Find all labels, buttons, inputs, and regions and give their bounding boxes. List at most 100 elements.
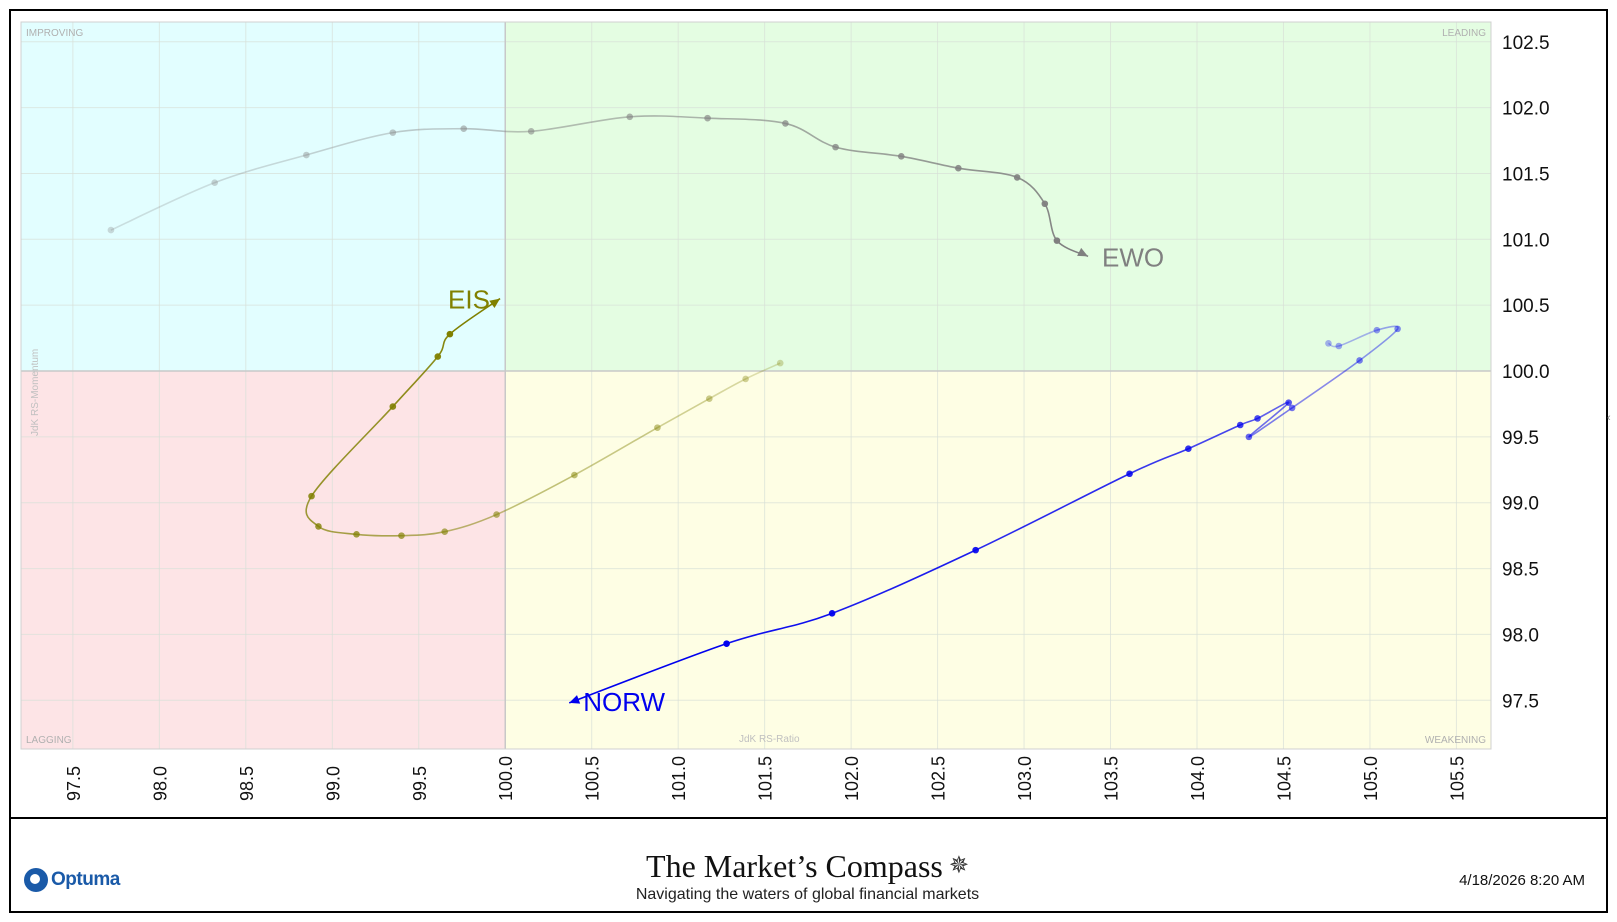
ewo-tail-segment <box>531 116 630 133</box>
ewo-point[interactable] <box>527 128 535 135</box>
norw-tail-segment <box>1328 342 1340 348</box>
norw-point[interactable] <box>1288 404 1296 412</box>
norw-point[interactable] <box>828 610 836 617</box>
norw-point[interactable] <box>1185 445 1192 453</box>
x-tick-label: 99.5 <box>410 766 430 801</box>
x-tick-label: 97.5 <box>64 766 84 801</box>
y-tick-label: 99.0 <box>1502 494 1539 515</box>
ewo-point[interactable] <box>1053 237 1061 244</box>
eis-point[interactable] <box>389 403 397 410</box>
norw-point[interactable] <box>1285 399 1292 406</box>
ewo-point[interactable] <box>1041 200 1049 208</box>
compass-rose-icon: ✵ <box>948 853 969 879</box>
eis-point[interactable] <box>706 395 713 402</box>
ewo-point[interactable] <box>1013 174 1021 181</box>
ewo-tail-segment <box>463 127 532 133</box>
ewo-tail-segment <box>392 127 464 134</box>
quadrant-label-weakening: WEAKENING <box>1425 735 1486 746</box>
norw-point[interactable] <box>1236 421 1244 429</box>
eis-tail-segment <box>356 533 402 537</box>
norw-tail-segment <box>1338 329 1378 347</box>
eis-point[interactable] <box>776 359 784 367</box>
ewo-tail-segment <box>835 146 902 158</box>
ewo-tail-segment <box>306 131 393 156</box>
eis-point[interactable] <box>742 375 749 383</box>
x-tick-label: 98.0 <box>150 766 170 801</box>
norw-tail-segment <box>726 612 833 645</box>
eis-point[interactable] <box>398 532 405 539</box>
eis-point[interactable] <box>353 531 360 538</box>
ewo-point[interactable] <box>955 164 962 172</box>
quadrant-label-improving: IMPROVING <box>26 28 83 39</box>
ewo-point[interactable] <box>626 113 634 121</box>
x-tick-label: 99.0 <box>323 766 343 801</box>
quadrant-weakening <box>505 371 1491 749</box>
quadrant-label-lagging: LAGGING <box>26 735 72 746</box>
eis-tail-segment <box>401 530 445 537</box>
norw-point[interactable] <box>1335 342 1343 350</box>
y-tick-label: 101.5 <box>1502 164 1550 185</box>
ewo-point[interactable] <box>704 114 711 122</box>
eis-arrowhead[interactable] <box>489 298 501 309</box>
eis-point[interactable] <box>446 330 454 338</box>
norw-point[interactable] <box>1254 415 1261 422</box>
norw-label: NORW <box>583 687 665 717</box>
norw-point[interactable] <box>1356 357 1363 364</box>
x-tick-label: 100.0 <box>496 756 516 801</box>
y-tick-label: 99.5 <box>1502 428 1539 449</box>
norw-point[interactable] <box>1245 433 1253 441</box>
eis-point[interactable] <box>308 492 315 500</box>
norw-tail-segment <box>568 642 727 704</box>
ewo-point[interactable] <box>107 226 115 234</box>
ewo-tail-segment <box>110 181 215 231</box>
ewo-point[interactable] <box>832 143 839 151</box>
x-tick-label: 103.5 <box>1102 756 1122 801</box>
brand-block: The Market’s Compass ✵ Navigating the wa… <box>10 848 1605 906</box>
norw-arrowhead[interactable] <box>569 695 581 704</box>
y-axis-title: JdK RS-Momentum <box>30 349 41 436</box>
eis-point[interactable] <box>441 528 449 535</box>
eis-point[interactable] <box>493 511 500 518</box>
ewo-point[interactable] <box>303 151 310 159</box>
norw-point[interactable] <box>1394 325 1401 333</box>
eis-tail-segment <box>444 513 497 533</box>
ewo-point[interactable] <box>389 129 397 136</box>
y-tick-label: 102.0 <box>1502 99 1550 120</box>
y-tick-label: 98.0 <box>1502 625 1539 646</box>
ewo-point[interactable] <box>782 120 789 127</box>
eis-point[interactable] <box>571 471 578 479</box>
ewo-tail-segment <box>785 122 836 148</box>
ewo-label: EWO <box>1102 242 1164 272</box>
eis-point[interactable] <box>434 353 442 360</box>
eis-tail-segment <box>392 356 439 408</box>
norw-point[interactable] <box>1373 326 1381 334</box>
x-tick-label: 102.5 <box>929 756 949 801</box>
x-tick-label: 103.0 <box>1015 756 1035 801</box>
ewo-point[interactable] <box>211 179 218 186</box>
norw-point[interactable] <box>1325 340 1332 347</box>
norw-point[interactable] <box>972 546 979 554</box>
eis-tail-segment <box>745 362 781 380</box>
eis-tail-segment <box>574 426 658 476</box>
quadrant-improving <box>21 22 506 372</box>
eis-tail-segment <box>310 406 394 497</box>
quadrant-lagging <box>21 371 506 749</box>
quadrant-leading <box>505 22 1491 372</box>
collapse-panel-icon[interactable]: ‹ <box>1607 412 1611 424</box>
ewo-point[interactable] <box>897 153 905 160</box>
eis-point[interactable] <box>654 424 661 431</box>
norw-tail-segment <box>1359 328 1399 362</box>
norw-tail-segment <box>831 549 976 615</box>
timestamp: 4/18/2026 8:20 AM <box>1459 872 1585 889</box>
x-tick-label: 100.5 <box>583 756 603 801</box>
quadrant-label-leading: LEADING <box>1442 28 1486 39</box>
eis-point[interactable] <box>315 523 322 530</box>
norw-point[interactable] <box>723 640 730 647</box>
norw-point[interactable] <box>1126 470 1133 478</box>
outer-frame <box>9 9 1608 913</box>
ewo-point[interactable] <box>460 125 468 132</box>
eis-label: EIS <box>448 285 490 315</box>
optuma-logo-text: Optuma <box>51 869 120 890</box>
ewo-arrowhead[interactable] <box>1077 247 1089 257</box>
